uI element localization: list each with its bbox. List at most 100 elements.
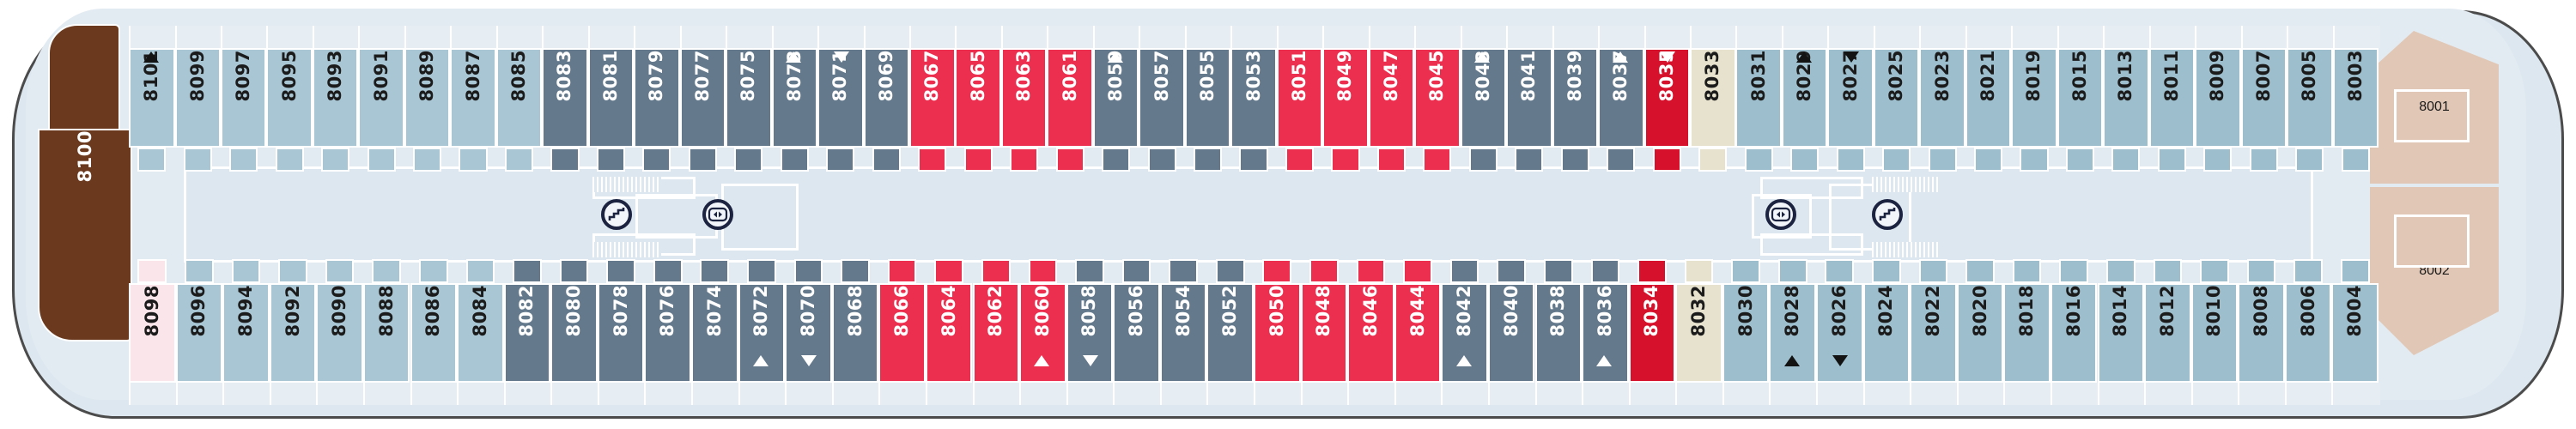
cabin-8006[interactable]: 8006 [2284, 283, 2332, 383]
cabin-8073[interactable]: 8073 [771, 48, 818, 148]
cabin-8046[interactable]: 8046 [1347, 283, 1394, 383]
cabin-8082[interactable]: 8082 [503, 283, 551, 383]
cabin-8035[interactable]: 8035 [1643, 48, 1690, 148]
cabin-8087[interactable]: 8087 [450, 48, 496, 148]
cabin-8078[interactable]: 8078 [597, 283, 645, 383]
cabin-8027[interactable]: 8027 [1827, 48, 1874, 148]
cabin-8019[interactable]: 8019 [2011, 48, 2057, 148]
cabin-8008[interactable]: 8008 [2238, 283, 2285, 383]
cabin-8064[interactable]: 8064 [925, 283, 973, 383]
cabin-8051[interactable]: 8051 [1276, 48, 1323, 148]
cabin-8062[interactable]: 8062 [972, 283, 1020, 383]
cabin-8076[interactable]: 8076 [644, 283, 691, 383]
cabin-8096[interactable]: 8096 [175, 283, 223, 383]
cabin-8067[interactable]: 8067 [909, 48, 956, 148]
cabin-8015[interactable]: 8015 [2057, 48, 2104, 148]
cabin-8066[interactable]: 8066 [878, 283, 926, 383]
cabin-8014[interactable]: 8014 [2097, 283, 2145, 383]
cabin-8056[interactable]: 8056 [1113, 283, 1160, 383]
cabin-8091[interactable]: 8091 [358, 48, 404, 148]
cabin-8029[interactable]: 8029 [1781, 48, 1828, 148]
cabin-8071[interactable]: 8071 [817, 48, 864, 148]
cabin-8026[interactable]: 8026 [1816, 283, 1863, 383]
stairs-icon[interactable] [601, 199, 632, 230]
cabin-8081[interactable]: 8081 [587, 48, 635, 148]
cabin-8050[interactable]: 8050 [1254, 283, 1301, 383]
cabin-8037[interactable]: 8037 [1598, 48, 1644, 148]
cabin-8013[interactable]: 8013 [2103, 48, 2149, 148]
cabin-8065[interactable]: 8065 [955, 48, 1001, 148]
cabin-8034[interactable]: 8034 [1628, 283, 1676, 383]
cabin-8099[interactable]: 8099 [174, 48, 221, 148]
cabin-8040[interactable]: 8040 [1487, 283, 1535, 383]
cabin-8054[interactable]: 8054 [1159, 283, 1207, 383]
cabin-8098[interactable]: 8098 [129, 283, 176, 383]
cabin-8010[interactable]: 8010 [2190, 283, 2239, 383]
cabin-8016[interactable]: 8016 [2050, 283, 2098, 383]
cabin-8043[interactable]: 8043 [1460, 48, 1507, 148]
cabin-8097[interactable]: 8097 [220, 48, 267, 148]
cabin-8088[interactable]: 8088 [362, 283, 410, 383]
cabin-8025[interactable]: 8025 [1873, 48, 1920, 148]
cabin-8086[interactable]: 8086 [410, 283, 458, 383]
cabin-8038[interactable]: 8038 [1534, 283, 1583, 383]
cabin-8084[interactable]: 8084 [457, 283, 504, 383]
cabin-8048[interactable]: 8048 [1300, 283, 1348, 383]
cabin-8049[interactable]: 8049 [1322, 48, 1369, 148]
cabin-8031[interactable]: 8031 [1735, 48, 1782, 148]
elevator-icon[interactable] [702, 199, 733, 230]
cabin-8007[interactable]: 8007 [2240, 48, 2287, 148]
cabin-8001-shape[interactable] [2370, 31, 2499, 184]
cabin-8033[interactable]: 8033 [1690, 48, 1736, 148]
cabin-8044[interactable]: 8044 [1394, 283, 1442, 383]
cabin-8075[interactable]: 8075 [726, 48, 772, 148]
cabin-8039[interactable]: 8039 [1552, 48, 1599, 148]
cabin-8055[interactable]: 8055 [1184, 48, 1231, 148]
cabin-8024[interactable]: 8024 [1862, 283, 1911, 383]
cabin-8001[interactable]: 8001 [2370, 31, 2499, 184]
cabin-8030[interactable]: 8030 [1722, 283, 1770, 383]
cabin-8058[interactable]: 8058 [1066, 283, 1114, 383]
cabin-8021[interactable]: 8021 [1965, 48, 2012, 148]
cabin-8028[interactable]: 8028 [1769, 283, 1816, 383]
cabin-8023[interactable]: 8023 [1919, 48, 1965, 148]
cabin-8032[interactable]: 8032 [1675, 283, 1722, 383]
cabin-8079[interactable]: 8079 [634, 48, 680, 148]
cabin-8057[interactable]: 8057 [1139, 48, 1185, 148]
cabin-8005[interactable]: 8005 [2287, 48, 2333, 148]
cabin-8047[interactable]: 8047 [1368, 48, 1415, 148]
cabin-8092[interactable]: 8092 [269, 283, 317, 383]
stairs-icon[interactable] [1872, 199, 1903, 230]
cabin-8094[interactable]: 8094 [222, 283, 270, 383]
cabin-8004[interactable]: 8004 [2331, 283, 2379, 383]
cabin-8080[interactable]: 8080 [550, 283, 598, 383]
cabin-8069[interactable]: 8069 [863, 48, 909, 148]
cabin-8083[interactable]: 8083 [542, 48, 588, 148]
cabin-8045[interactable]: 8045 [1414, 48, 1461, 148]
cabin-8036[interactable]: 8036 [1582, 283, 1629, 383]
cabin-8101[interactable]: 8101 [129, 48, 175, 148]
cabin-8068[interactable]: 8068 [831, 283, 879, 383]
cabin-8072[interactable]: 8072 [738, 283, 786, 383]
cabin-8041[interactable]: 8041 [1506, 48, 1552, 148]
cabin-8089[interactable]: 8089 [404, 48, 451, 148]
cabin-8052[interactable]: 8052 [1206, 283, 1254, 383]
cabin-8009[interactable]: 8009 [2195, 48, 2241, 148]
cabin-8093[interactable]: 8093 [312, 48, 359, 148]
cabin-8053[interactable]: 8053 [1230, 48, 1277, 148]
cabin-8060[interactable]: 8060 [1019, 283, 1066, 383]
cabin-8002[interactable]: 8002 [2370, 187, 2499, 355]
cabin-8003[interactable]: 8003 [2332, 48, 2379, 148]
cabin-8011[interactable]: 8011 [2148, 48, 2196, 148]
cabin-8018[interactable]: 8018 [2003, 283, 2050, 383]
cabin-8059[interactable]: 8059 [1092, 48, 1139, 148]
cabin-8042[interactable]: 8042 [1441, 283, 1488, 383]
cabin-8070[interactable]: 8070 [785, 283, 832, 383]
elevator-icon[interactable] [1765, 199, 1796, 230]
cabin-8074[interactable]: 8074 [691, 283, 738, 383]
cabin-8077[interactable]: 8077 [679, 48, 726, 148]
cabin-8061[interactable]: 8061 [1047, 48, 1093, 148]
cabin-8012[interactable]: 8012 [2144, 283, 2191, 383]
cabin-8063[interactable]: 8063 [1000, 48, 1048, 148]
cabin-8020[interactable]: 8020 [1956, 283, 2004, 383]
